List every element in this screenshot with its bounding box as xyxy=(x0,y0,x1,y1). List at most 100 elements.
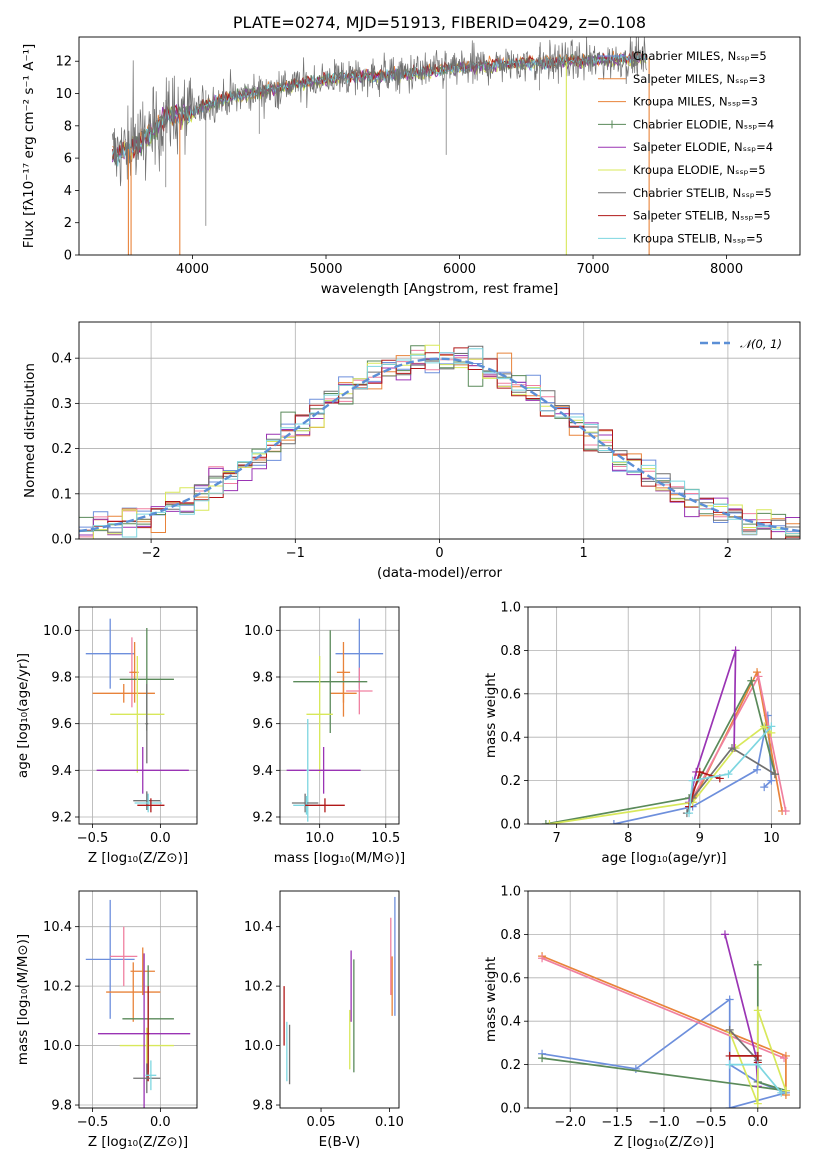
weight-marker xyxy=(760,722,769,731)
panel-mass_vs_ebv: 0.05 0.10 9.8 10.0 10.2 10.4 E(B-V) xyxy=(244,890,404,1150)
weight-marker xyxy=(747,676,756,685)
weight-marker xyxy=(753,1006,762,1015)
x-tick-label: −0.5 xyxy=(77,831,109,846)
y-tick-label: 0.1 xyxy=(51,487,72,502)
weight-line xyxy=(541,957,785,1059)
x-tick-label: 9 xyxy=(696,831,704,846)
y-tick-label: 9.8 xyxy=(252,671,273,686)
y-tick-label: 9.8 xyxy=(51,671,72,686)
x-tick-label: −2 xyxy=(142,546,161,561)
x-tick-label: 0.0 xyxy=(747,1115,768,1130)
y-tick-label: 9.8 xyxy=(51,1099,72,1114)
x-tick-label: 0.0 xyxy=(150,1115,171,1130)
x-tick-label: 10 xyxy=(763,831,780,846)
x-axis-label: mass [log₁₀(M/M⊙)] xyxy=(274,850,405,866)
weight-marker xyxy=(695,767,704,776)
x-tick-label: −1.5 xyxy=(601,1115,633,1130)
weight-marker xyxy=(753,668,762,677)
y-tick-label: 6 xyxy=(64,152,72,167)
y-tick-label: 10.0 xyxy=(244,624,273,639)
y-tick-label: 0.8 xyxy=(500,644,521,659)
y-axis-label: mass weight xyxy=(483,673,499,758)
weight-marker xyxy=(725,1051,734,1060)
legend-label: Chabrier MILES, Nₛₛₚ=5 xyxy=(633,49,767,63)
y-tick-label: 12 xyxy=(55,55,72,70)
y-axis-label: Flux [fλ10⁻¹⁷ erg cm⁻² s⁻¹ A⁻¹] xyxy=(21,44,37,249)
y-tick-label: 9.8 xyxy=(252,1099,273,1114)
legend: Chabrier MILES, Nₛₛₚ=5 Salpeter MILES, Nₛ… xyxy=(598,49,774,245)
histogram-step xyxy=(79,345,800,533)
y-tick-label: 0.0 xyxy=(500,1102,521,1117)
normal-curve xyxy=(79,357,800,533)
x-tick-label: 0.0 xyxy=(150,831,171,846)
y-tick-label: 2 xyxy=(64,216,72,231)
axes-frame xyxy=(78,890,198,1109)
y-tick-label: 9.2 xyxy=(252,811,273,826)
x-tick-label: 7000 xyxy=(576,262,609,277)
weight-marker xyxy=(724,770,733,779)
legend: 𝒩(0, 1) xyxy=(700,337,782,351)
weight-marker xyxy=(541,820,550,824)
x-axis-label: Z [log₁₀(Z/Z⊙)] xyxy=(88,1134,188,1150)
plot-area xyxy=(541,646,790,824)
x-tick-label: 7 xyxy=(552,831,560,846)
y-tick-label: 0.6 xyxy=(500,687,521,702)
legend-label: Salpeter ELODIE, Nₛₛₚ=4 xyxy=(633,140,773,154)
y-axis-label: mass weight xyxy=(483,957,499,1042)
legend-label: Chabrier ELODIE, Nₛₛₚ=4 xyxy=(633,117,774,131)
x-tick-label: 0.10 xyxy=(375,1115,404,1130)
weight-marker xyxy=(760,783,769,792)
legend-label: Chabrier STELIB, Nₛₛₚ=5 xyxy=(633,186,772,200)
plot-area xyxy=(538,930,790,1108)
axes-frame xyxy=(78,321,801,540)
histogram-step xyxy=(79,348,800,538)
weight-marker xyxy=(753,1099,762,1108)
y-tick-label: 10.0 xyxy=(43,1039,72,1054)
axes-frame xyxy=(527,890,801,1109)
weight-marker xyxy=(753,960,762,969)
legend-label: 𝒩(0, 1) xyxy=(740,337,782,351)
weight-marker xyxy=(777,1088,786,1097)
legend-label: Salpeter STELIB, Nₛₛₚ=5 xyxy=(633,209,771,223)
weight-marker xyxy=(609,820,618,824)
panel-residuals: −2 −1 0 1 2 0.0 0.1 0.2 0.3 0.4 (data-model)/error… xyxy=(22,321,801,581)
panel-mass_vs_Z: −0.5 0.0 9.8 10.0 10.2 10.4 Z [log₁₀(Z/Z⊙)] mas… xyxy=(15,890,198,1150)
y-tick-label: 4 xyxy=(64,184,72,199)
x-tick-label: 2 xyxy=(724,546,732,561)
weight-marker xyxy=(725,1104,734,1108)
x-tick-label: 4000 xyxy=(176,262,209,277)
panel-weight_vs_age: 7 8 9 10 0.0 0.2 0.4 0.6 0.8 1.0 age [log₁₀(age/yr… xyxy=(483,601,801,866)
panel-spectrum: 4000 5000 6000 7000 8000 0 2 4 6 8 10 12 wavelength … xyxy=(21,13,801,297)
weight-marker xyxy=(728,744,736,753)
y-tick-label: 0.4 xyxy=(500,731,521,746)
y-tick-label: 10.2 xyxy=(244,980,273,995)
weight-marker xyxy=(781,1051,790,1060)
plot-area xyxy=(283,896,396,1085)
y-tick-label: 10 xyxy=(55,87,72,102)
x-tick-label: 0 xyxy=(435,546,443,561)
x-tick-label: 10.0 xyxy=(305,831,334,846)
y-tick-label: 8 xyxy=(64,119,72,134)
x-tick-label: 1 xyxy=(580,546,588,561)
y-tick-label: 0.8 xyxy=(500,928,521,943)
weight-marker xyxy=(770,770,779,779)
y-tick-label: 0.4 xyxy=(500,1015,521,1030)
observed-spectrum-line xyxy=(112,37,647,187)
legend-label: Kroupa STELIB, Nₛₛₚ=5 xyxy=(633,231,763,245)
weight-marker xyxy=(538,1054,547,1063)
axes-frame xyxy=(78,36,801,256)
y-tick-label: 10.2 xyxy=(43,980,72,995)
plot-area xyxy=(111,37,650,255)
x-axis-label: Z [log₁₀(Z/Z⊙)] xyxy=(88,850,188,866)
weight-marker xyxy=(688,776,697,785)
x-axis-label: wavelength [Angstrom, rest frame] xyxy=(321,281,559,297)
weight-marker xyxy=(720,930,729,939)
x-tick-label: −1 xyxy=(286,546,305,561)
y-tick-label: 0.2 xyxy=(500,1058,521,1073)
y-tick-label: 0.2 xyxy=(51,442,72,457)
y-axis-label: Normed distribution xyxy=(22,363,38,498)
weight-marker xyxy=(781,806,790,815)
plot-area xyxy=(286,618,384,822)
x-tick-label: −1.0 xyxy=(648,1115,680,1130)
